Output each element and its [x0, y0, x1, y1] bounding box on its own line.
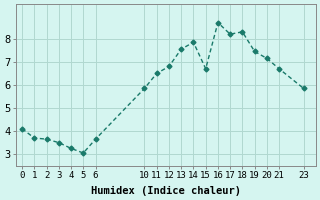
X-axis label: Humidex (Indice chaleur): Humidex (Indice chaleur): [91, 186, 241, 196]
